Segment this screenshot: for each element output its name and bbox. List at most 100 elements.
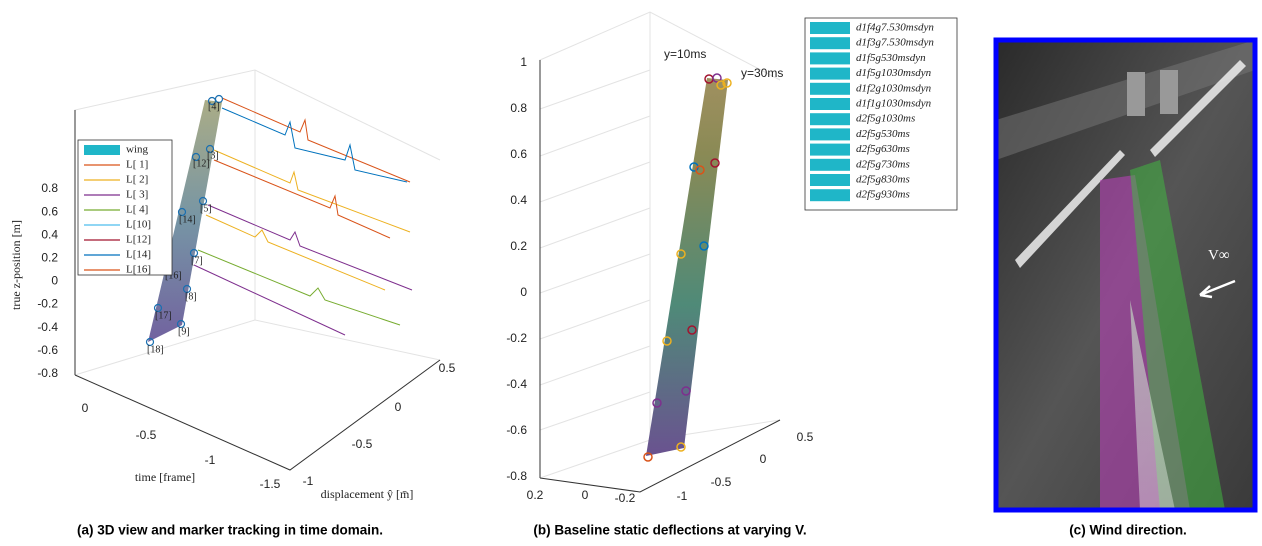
legend-label: wing bbox=[126, 144, 149, 156]
z-tick-label: 0.8 bbox=[510, 101, 527, 115]
legend-label: L[12] bbox=[126, 234, 151, 246]
z-tick-label: 0.6 bbox=[510, 147, 527, 161]
z-tick-label: 0.2 bbox=[510, 239, 527, 253]
legend-label: L[ 2] bbox=[126, 174, 148, 186]
x-tick-label: -1.5 bbox=[260, 477, 281, 491]
wing-surface bbox=[646, 78, 728, 456]
legend-label: d1f5g530msdyn bbox=[856, 52, 926, 64]
tracking-lines bbox=[193, 97, 413, 336]
markers bbox=[145, 94, 224, 347]
y-tick-label: -1 bbox=[677, 489, 688, 503]
z-tick-label: -0.4 bbox=[506, 377, 527, 391]
legend-label: L[10] bbox=[126, 219, 151, 231]
x-tick-label: -1 bbox=[205, 453, 216, 467]
marker-label: [12] bbox=[193, 158, 210, 169]
marker-label: [3] bbox=[207, 150, 219, 161]
axis-lines bbox=[74, 110, 441, 471]
y-tick-label: 0.5 bbox=[797, 430, 814, 444]
y-tick-label: -0.5 bbox=[352, 437, 373, 451]
z-tick-label: 0 bbox=[520, 285, 527, 299]
panel-b: y=10ms y=30ms d1f4g7.530msdyn d1f3g7.530m… bbox=[506, 11, 958, 538]
legend-swatch bbox=[810, 82, 850, 95]
marker-label: [16] bbox=[165, 270, 182, 281]
y-tick-label: 0.5 bbox=[439, 361, 456, 375]
legend-swatch bbox=[810, 22, 850, 34]
legend-label: d2f5g630ms bbox=[856, 143, 910, 155]
legend-swatch bbox=[810, 158, 850, 171]
x-tick-label: -0.2 bbox=[615, 491, 636, 505]
x-tick-label: 0 bbox=[582, 488, 589, 502]
y-axis-label: displacement ŷ [m̄] bbox=[321, 487, 414, 501]
legend-label: d1f2g1030msdyn bbox=[856, 82, 932, 94]
legend-swatch bbox=[810, 174, 850, 186]
z-tick-label: -0.6 bbox=[506, 423, 527, 437]
marker-label: [9] bbox=[178, 326, 190, 337]
y-tick-label: -1 bbox=[303, 474, 314, 488]
legend-label: d2f5g1030ms bbox=[856, 113, 915, 125]
legend-label: d2f5g730ms bbox=[856, 158, 910, 170]
z-tick-label: 0.2 bbox=[41, 250, 58, 264]
legend-swatch bbox=[810, 67, 850, 80]
legend-label: d1f4g7.530msdyn bbox=[856, 22, 934, 34]
x-tick-label: -0.5 bbox=[136, 428, 157, 442]
markers bbox=[643, 73, 732, 462]
z-tick-label: 1 bbox=[520, 55, 527, 69]
wing-surface bbox=[148, 100, 222, 342]
z-tick-label: -0.2 bbox=[506, 331, 527, 345]
photo-light bbox=[1150, 60, 1246, 157]
legend-label: L[14] bbox=[126, 249, 151, 261]
z-tick-label: 0.8 bbox=[41, 181, 58, 195]
legend-swatch bbox=[810, 52, 850, 65]
z-tick-label: 0.4 bbox=[510, 193, 527, 207]
legend-label: d2f5g830ms bbox=[856, 174, 910, 186]
legend-label: L[ 1] bbox=[126, 159, 148, 171]
legend-label: d2f5g530ms bbox=[856, 128, 910, 140]
legend-label: L[ 4] bbox=[126, 204, 148, 216]
legend-box bbox=[77, 139, 173, 276]
marker-label: [4] bbox=[208, 101, 220, 112]
z-tick-label: -0.2 bbox=[37, 297, 58, 311]
axis-lines bbox=[539, 60, 781, 493]
photo-light bbox=[1015, 150, 1125, 268]
caption: (b) Baseline static deflections at varyi… bbox=[533, 523, 806, 538]
z-tick-label: -0.8 bbox=[37, 366, 58, 380]
legend-label: L[16] bbox=[126, 264, 151, 276]
legend-label: d1f5g1030msdyn bbox=[856, 67, 932, 79]
marker-label: [17] bbox=[155, 310, 172, 321]
caption: (c) Wind direction. bbox=[1069, 523, 1187, 538]
panel-a: [18] [17] [16] [14] [12] [9] [8] [7] [5] [3] [4] w… bbox=[9, 69, 456, 538]
annotation: y=30ms bbox=[741, 66, 783, 80]
legend-swatch bbox=[810, 37, 850, 50]
legend-swatch bbox=[810, 98, 850, 110]
photo-beam bbox=[996, 40, 1255, 160]
wind-label: V∞ bbox=[1208, 247, 1230, 263]
z-tick-label: 0.4 bbox=[41, 227, 58, 241]
x-tick-label: 0.2 bbox=[527, 488, 544, 502]
photo-border bbox=[993, 37, 1258, 513]
z-tick-label: 0.6 bbox=[41, 204, 58, 218]
legend-swatch bbox=[84, 145, 120, 155]
photo-streak bbox=[1130, 300, 1175, 510]
photo-sign bbox=[1160, 70, 1178, 114]
panel-c: V∞ (c) Wind direction. bbox=[993, 37, 1258, 538]
legend-label: d1f3g7.530msdyn bbox=[856, 37, 934, 49]
z-tick-label: -0.6 bbox=[37, 343, 58, 357]
legend-swatch bbox=[810, 143, 850, 156]
legend-label: L[ 3] bbox=[126, 189, 148, 201]
y-tick-label: 0 bbox=[760, 452, 767, 466]
z-tick-label: 0 bbox=[51, 274, 58, 288]
marker-label: [5] bbox=[200, 203, 212, 214]
x-tick-label: 0 bbox=[82, 401, 89, 415]
photo-sign bbox=[1127, 72, 1145, 116]
y-tick-label: -0.5 bbox=[711, 475, 732, 489]
annotation: y=10ms bbox=[664, 47, 706, 61]
legend-label: d1f1g1030msdyn bbox=[856, 98, 932, 110]
legend-swatch bbox=[810, 128, 850, 141]
marker-label: [8] bbox=[185, 291, 197, 302]
x-axis-label: time [frame] bbox=[135, 470, 195, 484]
caption: (a) 3D view and marker tracking in time … bbox=[77, 523, 383, 538]
marker-label: [18] bbox=[147, 344, 164, 355]
wind-arrow bbox=[1199, 279, 1236, 299]
